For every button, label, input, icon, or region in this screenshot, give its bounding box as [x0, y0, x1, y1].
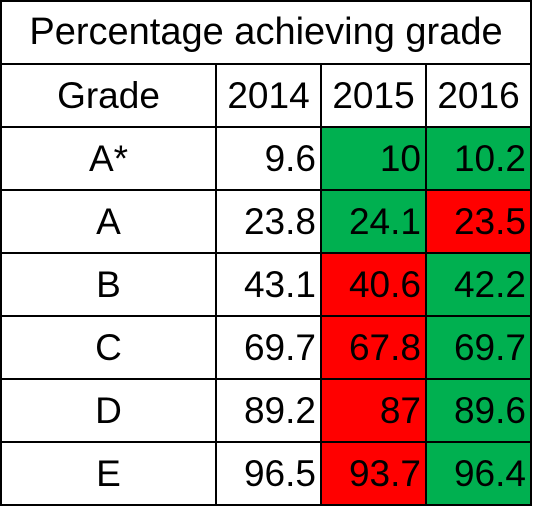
table-row: B 43.1 40.6 42.2 [0, 252, 532, 317]
value-cell: 42.2 [425, 252, 532, 317]
value-cell: 69.7 [425, 315, 532, 380]
table-row: E 96.5 93.7 96.4 [0, 441, 532, 506]
grade-table: Percentage achieving grade Grade 2014 20… [0, 0, 532, 506]
value-cell: 10.2 [425, 126, 532, 191]
table-title: Percentage achieving grade [0, 0, 532, 65]
column-header-2016: 2016 [425, 63, 532, 128]
column-header-grade: Grade [0, 63, 217, 128]
value-cell: 40.6 [320, 252, 427, 317]
table-row: D 89.2 87 89.6 [0, 378, 532, 443]
table-row: C 69.7 67.8 69.7 [0, 315, 532, 380]
value-cell: 23.5 [425, 189, 532, 254]
value-cell: 96.5 [215, 441, 322, 506]
value-cell: 89.6 [425, 378, 532, 443]
table-row: A 23.8 24.1 23.5 [0, 189, 532, 254]
table-body: A* 9.6 10 10.2 A 23.8 24.1 23.5 B 43.1 40.6 42.2 C 69… [0, 126, 532, 506]
grade-label: C [0, 315, 217, 380]
value-cell: 87 [320, 378, 427, 443]
value-cell: 23.8 [215, 189, 322, 254]
grade-label: B [0, 252, 217, 317]
value-cell: 67.8 [320, 315, 427, 380]
value-cell: 24.1 [320, 189, 427, 254]
value-cell: 69.7 [215, 315, 322, 380]
grade-label: D [0, 378, 217, 443]
value-cell: 9.6 [215, 126, 322, 191]
value-cell: 89.2 [215, 378, 322, 443]
column-header-2015: 2015 [320, 63, 427, 128]
value-cell: 10 [320, 126, 427, 191]
title-row: Percentage achieving grade [0, 0, 532, 65]
table-row: A* 9.6 10 10.2 [0, 126, 532, 191]
value-cell: 43.1 [215, 252, 322, 317]
value-cell: 96.4 [425, 441, 532, 506]
header-row: Grade 2014 2015 2016 [0, 63, 532, 128]
grade-label: A [0, 189, 217, 254]
value-cell: 93.7 [320, 441, 427, 506]
column-header-2014: 2014 [215, 63, 322, 128]
grade-label: A* [0, 126, 217, 191]
grade-label: E [0, 441, 217, 506]
